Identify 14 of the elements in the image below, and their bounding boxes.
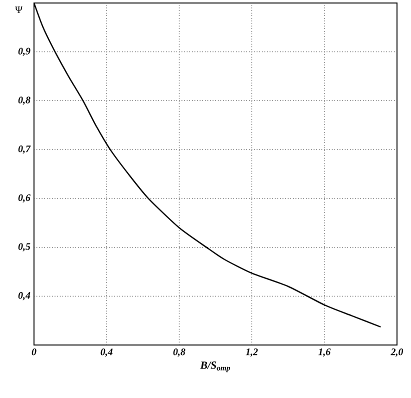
x-tick-label: 2,0 (390, 348, 404, 357)
y-tick-label: 0,9 (18, 48, 30, 56)
y-tick-label: 0,5 (18, 243, 30, 252)
x-tick-label: 0 (32, 348, 36, 356)
x-tick-label: 0,8 (173, 348, 186, 357)
y-axis-title: Ψ (15, 6, 22, 14)
y-tick-label: 0,7 (18, 145, 31, 154)
y-tick-label: 0,6 (18, 194, 30, 203)
y-tick-label: 0,4 (18, 292, 30, 300)
x-tick-label: 1,6 (318, 348, 331, 357)
x-tick-label: 1,2 (246, 348, 258, 357)
x-tick-label: 0,4 (100, 348, 113, 357)
y-tick-label: 0,8 (18, 96, 30, 105)
x-axis-title: B/S$_{отр}$ (200, 362, 230, 372)
